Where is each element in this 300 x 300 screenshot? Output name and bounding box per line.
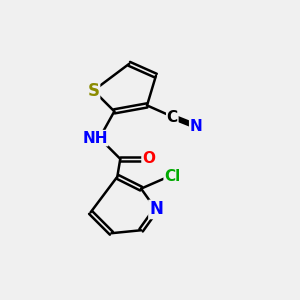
Text: N: N: [190, 119, 202, 134]
Text: C: C: [167, 110, 178, 125]
Text: S: S: [88, 82, 100, 100]
Text: N: N: [149, 200, 163, 218]
Text: O: O: [142, 152, 155, 166]
Text: Cl: Cl: [164, 169, 180, 184]
Text: NH: NH: [82, 130, 108, 146]
